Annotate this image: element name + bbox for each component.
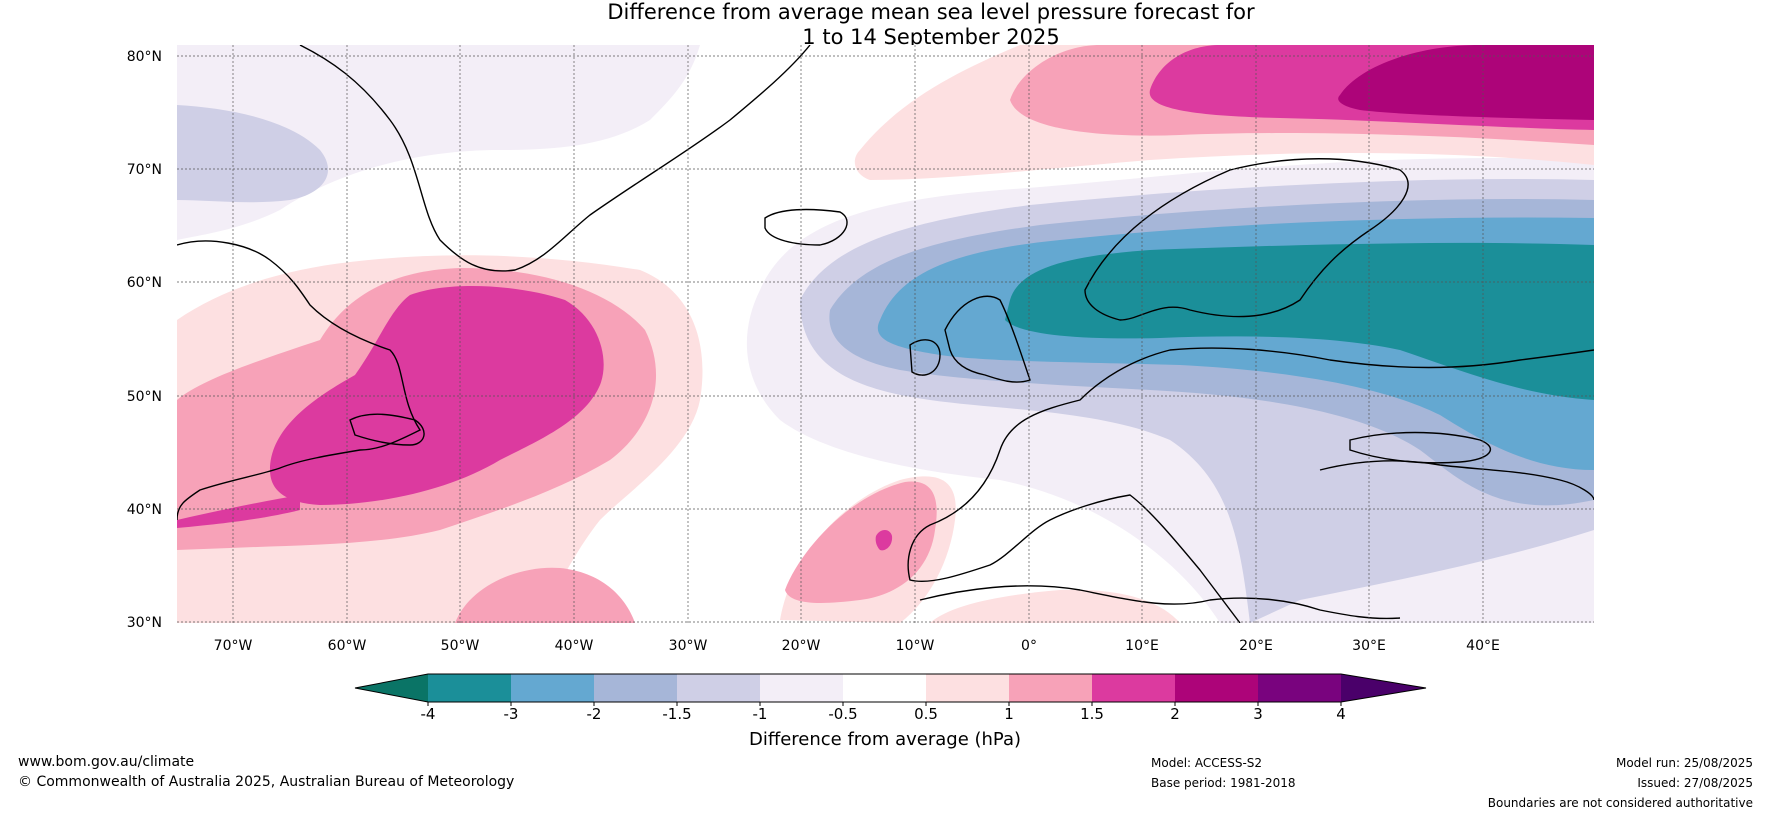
lat-label: 50°N xyxy=(127,389,162,405)
lat-label: 80°N xyxy=(127,49,162,65)
map-field xyxy=(177,45,1594,623)
lat-label: 40°N xyxy=(127,502,162,518)
colorbar-segment xyxy=(1258,674,1341,702)
lat-label: 60°N xyxy=(127,275,162,291)
colorbar-tick-label: 2 xyxy=(1170,705,1180,723)
disclaimer-text: Boundaries are not considered authoritat… xyxy=(1487,796,1753,810)
colorbar-tick-label: 1 xyxy=(1004,705,1014,723)
colorbar xyxy=(354,673,1427,703)
lon-label: 0° xyxy=(1021,638,1037,654)
colorbar-segment xyxy=(428,674,511,702)
lon-label: 50°W xyxy=(441,638,480,654)
contour-neg-1-west xyxy=(177,105,329,203)
colorbar-segment xyxy=(511,674,594,702)
lon-label: 20°E xyxy=(1239,638,1273,654)
copyright-text: © Commonwealth of Australia 2025, Austra… xyxy=(18,774,515,790)
colorbar-segment xyxy=(677,674,760,702)
contour-pos-1-iberia xyxy=(785,481,937,603)
lon-label: 40°W xyxy=(555,638,594,654)
colorbar-segment xyxy=(843,674,926,702)
lon-label: 10°W xyxy=(896,638,935,654)
contour-pos-2-north xyxy=(1338,45,1594,120)
contour-pos-1.5-iberia xyxy=(875,530,893,551)
colorbar-arrow-low xyxy=(355,674,428,702)
lon-label: 10°E xyxy=(1125,638,1159,654)
lon-label: 30°W xyxy=(669,638,708,654)
contour-pos-1.5-west2 xyxy=(177,495,300,528)
colorbar-segment xyxy=(1175,674,1258,702)
colorbar-tick-label: -1 xyxy=(753,705,768,723)
colorbar-tick-label: 4 xyxy=(1336,705,1346,723)
issued-text: Issued: 27/08/2025 xyxy=(1637,776,1753,790)
title-line-1: Difference from average mean sea level p… xyxy=(607,0,1255,24)
model-run-text: Model run: 25/08/2025 xyxy=(1615,756,1753,770)
colorbar-segment xyxy=(594,674,677,702)
lon-label: 20°W xyxy=(782,638,821,654)
colorbar-tick-label: 1.5 xyxy=(1080,705,1104,723)
colorbar-arrow-high xyxy=(1341,674,1426,702)
contour-pos-1-south xyxy=(455,567,635,623)
colorbar-tick-label: -4 xyxy=(421,705,436,723)
lat-label: 30°N xyxy=(127,615,162,631)
graticule xyxy=(177,45,1594,623)
colorbar-tick-label: -0.5 xyxy=(828,705,857,723)
colorbar-label: Difference from average (hPa) xyxy=(749,729,1021,750)
colorbar-segment xyxy=(760,674,843,702)
map-title: Difference from average mean sea level p… xyxy=(0,0,1770,50)
colorbar-segment xyxy=(926,674,1009,702)
colorbar-segment xyxy=(1009,674,1092,702)
colorbar-tick-label: -3 xyxy=(504,705,519,723)
lon-label: 30°E xyxy=(1352,638,1386,654)
colorbar-tick-label: -2 xyxy=(587,705,602,723)
lon-label: 40°E xyxy=(1466,638,1500,654)
contour-pos-1.5-west xyxy=(270,285,604,505)
latitude-labels: 80°N 70°N 60°N 50°N 40°N 30°N xyxy=(127,49,162,631)
lon-label: 70°W xyxy=(214,638,253,654)
colorbar-tick-label: 3 xyxy=(1253,705,1263,723)
website-text: www.bom.gov.au/climate xyxy=(18,754,195,770)
colorbar-tick-label: -1.5 xyxy=(662,705,691,723)
colorbar-tick-labels: -4 -3 -2 -1.5 -1 -0.5 0.5 1 1.5 2 3 4 xyxy=(421,702,1346,723)
model-text: Model: ACCESS-S2 xyxy=(1151,756,1263,770)
base-period-text: Base period: 1981-2018 xyxy=(1151,776,1296,790)
colorbar-tick-label: 0.5 xyxy=(914,705,938,723)
colorbar-segment xyxy=(1092,674,1175,702)
lat-label: 70°N xyxy=(127,162,162,178)
longitude-labels: 70°W 60°W 50°W 40°W 30°W 20°W 10°W 0° 10… xyxy=(214,638,1500,654)
lon-label: 60°W xyxy=(328,638,367,654)
